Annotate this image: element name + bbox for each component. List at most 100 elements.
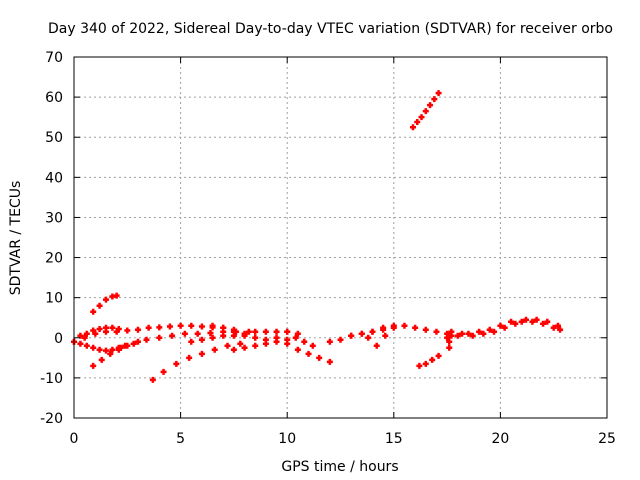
data-point — [305, 350, 312, 357]
data-point — [337, 336, 344, 343]
data-point — [107, 350, 114, 357]
data-point — [117, 344, 124, 351]
data-point — [134, 326, 141, 333]
data-point — [326, 338, 333, 345]
data-point — [83, 330, 90, 337]
data-point — [459, 330, 466, 337]
data-point — [198, 323, 205, 330]
data-point — [540, 320, 547, 327]
data-point — [431, 96, 438, 103]
x-tick-label: 5 — [176, 431, 185, 447]
data-point — [316, 354, 323, 361]
data-point — [497, 322, 504, 329]
data-point — [416, 362, 423, 369]
data-point — [124, 342, 131, 349]
y-tick-label: 50 — [45, 130, 63, 146]
data-point — [273, 328, 280, 335]
data-point — [90, 308, 97, 315]
data-point — [273, 334, 280, 341]
data-point — [198, 350, 205, 357]
data-point — [446, 344, 453, 351]
data-point — [134, 338, 141, 345]
data-point — [98, 356, 105, 363]
x-tick-label: 25 — [598, 431, 616, 447]
x-tick-label: 10 — [278, 431, 296, 447]
data-point — [284, 340, 291, 347]
data-point — [220, 324, 227, 331]
data-point — [130, 340, 137, 347]
data-point — [207, 329, 214, 336]
data-point — [465, 330, 472, 337]
data-point — [444, 334, 451, 341]
data-point — [358, 330, 365, 337]
grid — [74, 57, 607, 418]
data-point — [491, 328, 498, 335]
data-point — [486, 326, 493, 333]
data-point — [554, 322, 561, 329]
data-point — [518, 318, 525, 325]
x-tick-label: 15 — [385, 431, 403, 447]
y-tick-label: 20 — [45, 251, 63, 267]
y-tick-label: 10 — [45, 291, 63, 307]
data-point — [309, 342, 316, 349]
data-point — [380, 324, 387, 331]
data-point — [169, 332, 176, 339]
x-axis-label: GPS time / hours — [281, 459, 398, 475]
data-point — [435, 352, 442, 359]
data-point — [166, 323, 173, 330]
data-point — [181, 330, 188, 337]
data-point — [348, 332, 355, 339]
data-point — [446, 338, 453, 345]
data-point — [230, 346, 237, 353]
data-point — [382, 332, 389, 339]
data-point — [209, 334, 216, 341]
data-point — [409, 124, 416, 131]
y-ticks: -20 -10 0 10 20 30 40 50 60 70 — [40, 50, 607, 427]
data-point — [209, 322, 216, 329]
data-point — [326, 358, 333, 365]
data-point — [433, 328, 440, 335]
data-point — [188, 338, 195, 345]
data-point — [448, 332, 455, 339]
data-point — [90, 327, 97, 334]
data-point — [245, 328, 252, 335]
data-point — [96, 346, 103, 353]
data-point — [422, 360, 429, 367]
data-point — [508, 318, 515, 325]
data-point — [102, 324, 109, 331]
data-point — [550, 324, 557, 331]
data-point — [422, 108, 429, 115]
data-point — [102, 296, 109, 303]
x-tick-label: 0 — [70, 431, 79, 447]
data-point — [422, 326, 429, 333]
data-point — [102, 347, 109, 354]
data-point — [237, 340, 244, 347]
data-point — [230, 328, 237, 335]
data-point — [77, 340, 84, 347]
data-point — [252, 328, 259, 335]
data-point — [113, 292, 120, 299]
data-point — [241, 344, 248, 351]
data-point — [211, 346, 218, 353]
data-point — [173, 360, 180, 367]
y-axis-label: SDTVAR / TECUs — [8, 181, 24, 296]
data-point — [83, 342, 90, 349]
data-point — [194, 330, 201, 337]
y-tick-label: -10 — [40, 371, 63, 387]
data-point — [241, 332, 248, 339]
chart-title: Day 340 of 2022, Sidereal Day-to-day VTE… — [48, 21, 613, 37]
data-point — [109, 324, 116, 331]
data-point — [109, 346, 116, 353]
data-point — [557, 326, 564, 333]
data-point — [115, 325, 122, 332]
data-point — [435, 90, 442, 97]
data-point — [143, 336, 150, 343]
data-point — [220, 332, 227, 339]
data-point — [224, 342, 231, 349]
data-point — [301, 338, 308, 345]
data-point — [401, 322, 408, 329]
data-point — [294, 346, 301, 353]
y-tick-label: 40 — [45, 170, 63, 186]
data-point — [252, 334, 259, 341]
